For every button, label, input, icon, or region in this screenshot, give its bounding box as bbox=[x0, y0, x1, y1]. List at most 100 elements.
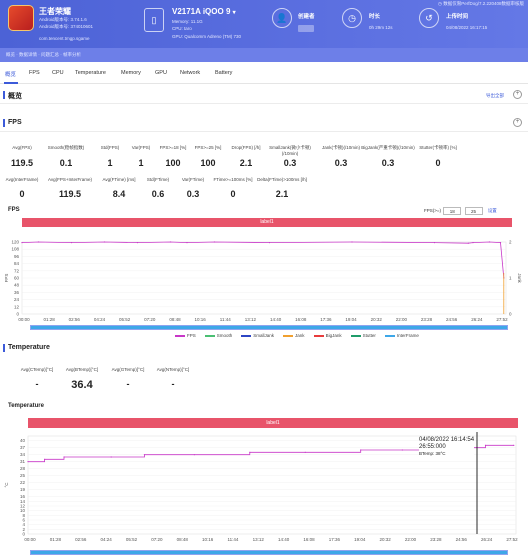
fps-threshold-input-2[interactable]: 25 bbox=[464, 207, 483, 215]
stat-label: Jank(卡顿)(/10min) bbox=[321, 145, 360, 150]
legend-label: Smooth bbox=[216, 333, 233, 338]
y-tick-label: 16 bbox=[20, 494, 26, 499]
data-point bbox=[136, 242, 139, 244]
duration-value: 0h 29m 12s bbox=[369, 25, 393, 30]
y-tick-label: 24 bbox=[14, 297, 20, 302]
overview-section: 概览 导出全部 + bbox=[0, 86, 528, 104]
sub-nav[interactable]: 概览 · 数据详情 · 问题汇总 · 帧率分析 bbox=[0, 48, 528, 62]
y-tick-label: 48 bbox=[14, 283, 20, 288]
x-tick-label: 23:28 bbox=[421, 317, 433, 322]
fps-threshold-set-button[interactable]: 设置 bbox=[487, 208, 497, 214]
legend-item[interactable]: FPS bbox=[175, 333, 196, 338]
stat-label: Avg(InterFrame) bbox=[5, 177, 39, 182]
legend-label: Stutter bbox=[362, 333, 376, 338]
y2-tick-label: 1 bbox=[509, 276, 512, 281]
fps-threshold-input-1[interactable]: 18 bbox=[443, 207, 462, 215]
tab-network[interactable]: Network bbox=[180, 70, 201, 76]
stat-value: 119.5 bbox=[10, 158, 34, 168]
x-tick-label: 27:52 bbox=[496, 317, 508, 322]
y-tick-label: 84 bbox=[14, 261, 20, 266]
y-tick-label: 72 bbox=[14, 268, 20, 273]
android-version-1: Android版本号: 3.74.1.6 bbox=[39, 17, 87, 22]
export-all-link[interactable]: 导出全部 bbox=[486, 93, 504, 98]
tab-fps[interactable]: FPS bbox=[29, 70, 40, 76]
x-tick-label: 24:56 bbox=[446, 317, 458, 322]
creator-label: 创建者 bbox=[298, 14, 315, 20]
y-tick-label: 25 bbox=[20, 473, 26, 478]
top-right-notice: ◷ 数据仅限PerfDog/7.2.220408数据审核版 bbox=[438, 1, 524, 6]
legend-item[interactable]: Smooth bbox=[204, 333, 233, 338]
y2-tick-label: 2 bbox=[509, 240, 512, 245]
tab-memory[interactable]: Memory bbox=[121, 70, 141, 76]
data-point bbox=[472, 242, 474, 244]
y-tick-label: 12 bbox=[20, 504, 26, 509]
data-point bbox=[433, 242, 436, 244]
x-tick-label: 16:08 bbox=[303, 537, 315, 542]
stat-value: 36.4 bbox=[71, 379, 93, 391]
legend-item[interactable]: InterFrame bbox=[384, 333, 419, 338]
upload-label: 上传时间 bbox=[446, 14, 469, 20]
stat-value: 0 bbox=[230, 189, 236, 199]
y-tick-label: 14 bbox=[20, 499, 26, 504]
stat-label: Std(FPS) bbox=[100, 145, 120, 150]
tab-battery[interactable]: Battery bbox=[215, 70, 233, 76]
y-axis-label: °C bbox=[4, 482, 9, 488]
x-tick-label: 22:00 bbox=[396, 317, 408, 322]
tab-gpu[interactable]: GPU bbox=[155, 70, 167, 76]
temperature-chart-zoom-scrollbar[interactable] bbox=[30, 550, 508, 555]
y-tick-label: 6 bbox=[22, 518, 25, 523]
stat-label: Std(FTime) bbox=[146, 177, 170, 182]
data-point bbox=[304, 451, 306, 453]
package-name: com.tencent.tmgp.sgame bbox=[39, 36, 90, 41]
legend-item[interactable]: Stutter bbox=[350, 333, 376, 338]
y2-tick-label: 0 bbox=[509, 312, 512, 317]
app-name: 王者荣耀 bbox=[39, 7, 71, 16]
data-point bbox=[21, 242, 23, 244]
y-tick-label: 4 bbox=[22, 522, 25, 527]
x-tick-label: 20:32 bbox=[380, 537, 392, 542]
data-point bbox=[103, 241, 106, 243]
x-tick-label: 05:52 bbox=[126, 537, 138, 542]
x-tick-label: 10:16 bbox=[202, 537, 214, 542]
add-icon[interactable]: + bbox=[513, 90, 522, 99]
stat-label: Var(FTime) bbox=[181, 177, 205, 182]
y-tick-label: 40 bbox=[20, 438, 26, 443]
stat-label: Avg(CTemp)[°C] bbox=[20, 367, 54, 372]
device-name: V2171A iQOO 9 ▾ bbox=[172, 7, 236, 16]
x-tick-label: 23:28 bbox=[430, 537, 442, 542]
data-point bbox=[360, 449, 362, 451]
data-point bbox=[268, 242, 271, 244]
fps-title: FPS bbox=[8, 119, 22, 126]
x-tick-label: 08:48 bbox=[177, 537, 189, 542]
x-tick-label: 19:04 bbox=[354, 537, 366, 542]
stat-label: Avg(BTemp)[°C] bbox=[65, 367, 99, 372]
user-icon: 👤 bbox=[272, 8, 292, 28]
data-point bbox=[484, 444, 487, 446]
x-tick-label: 08:48 bbox=[169, 317, 181, 322]
add-icon[interactable]: + bbox=[513, 118, 522, 127]
y-tick-label: 28 bbox=[20, 466, 26, 471]
data-point bbox=[513, 444, 515, 446]
y-tick-label: 108 bbox=[11, 247, 19, 252]
temperature-tooltip: 04/08/2022 16:14:54 26:55:000 BTemp: 38°… bbox=[419, 437, 475, 457]
x-tick-label: 13:12 bbox=[245, 317, 257, 322]
section-marker bbox=[3, 344, 5, 352]
stat-value: 100 bbox=[200, 158, 216, 168]
app-icon bbox=[8, 5, 34, 31]
tab-cpu[interactable]: CPU bbox=[52, 70, 64, 76]
stat-label: Avg(GTemp)[°C] bbox=[111, 367, 145, 372]
tooltip-time: 26:55:000 bbox=[419, 444, 446, 450]
legend-item[interactable]: SmallJank bbox=[241, 333, 274, 338]
stat-label: FPS>=25 [%] bbox=[194, 145, 222, 150]
x-tick-label: 26:24 bbox=[471, 317, 483, 322]
x-tick-label: 01:28 bbox=[44, 317, 56, 322]
legend-item[interactable]: Jank bbox=[283, 333, 305, 338]
x-tick-label: 19:04 bbox=[345, 317, 357, 322]
data-point bbox=[27, 461, 29, 463]
y-axis-label: FPS bbox=[4, 274, 9, 283]
tab-temperature[interactable]: Temperature bbox=[75, 70, 106, 76]
legend-item[interactable]: BigJank bbox=[313, 333, 342, 338]
fps-chart-zoom-scrollbar[interactable] bbox=[30, 325, 508, 330]
tab-overview[interactable]: 概览 bbox=[5, 72, 17, 78]
